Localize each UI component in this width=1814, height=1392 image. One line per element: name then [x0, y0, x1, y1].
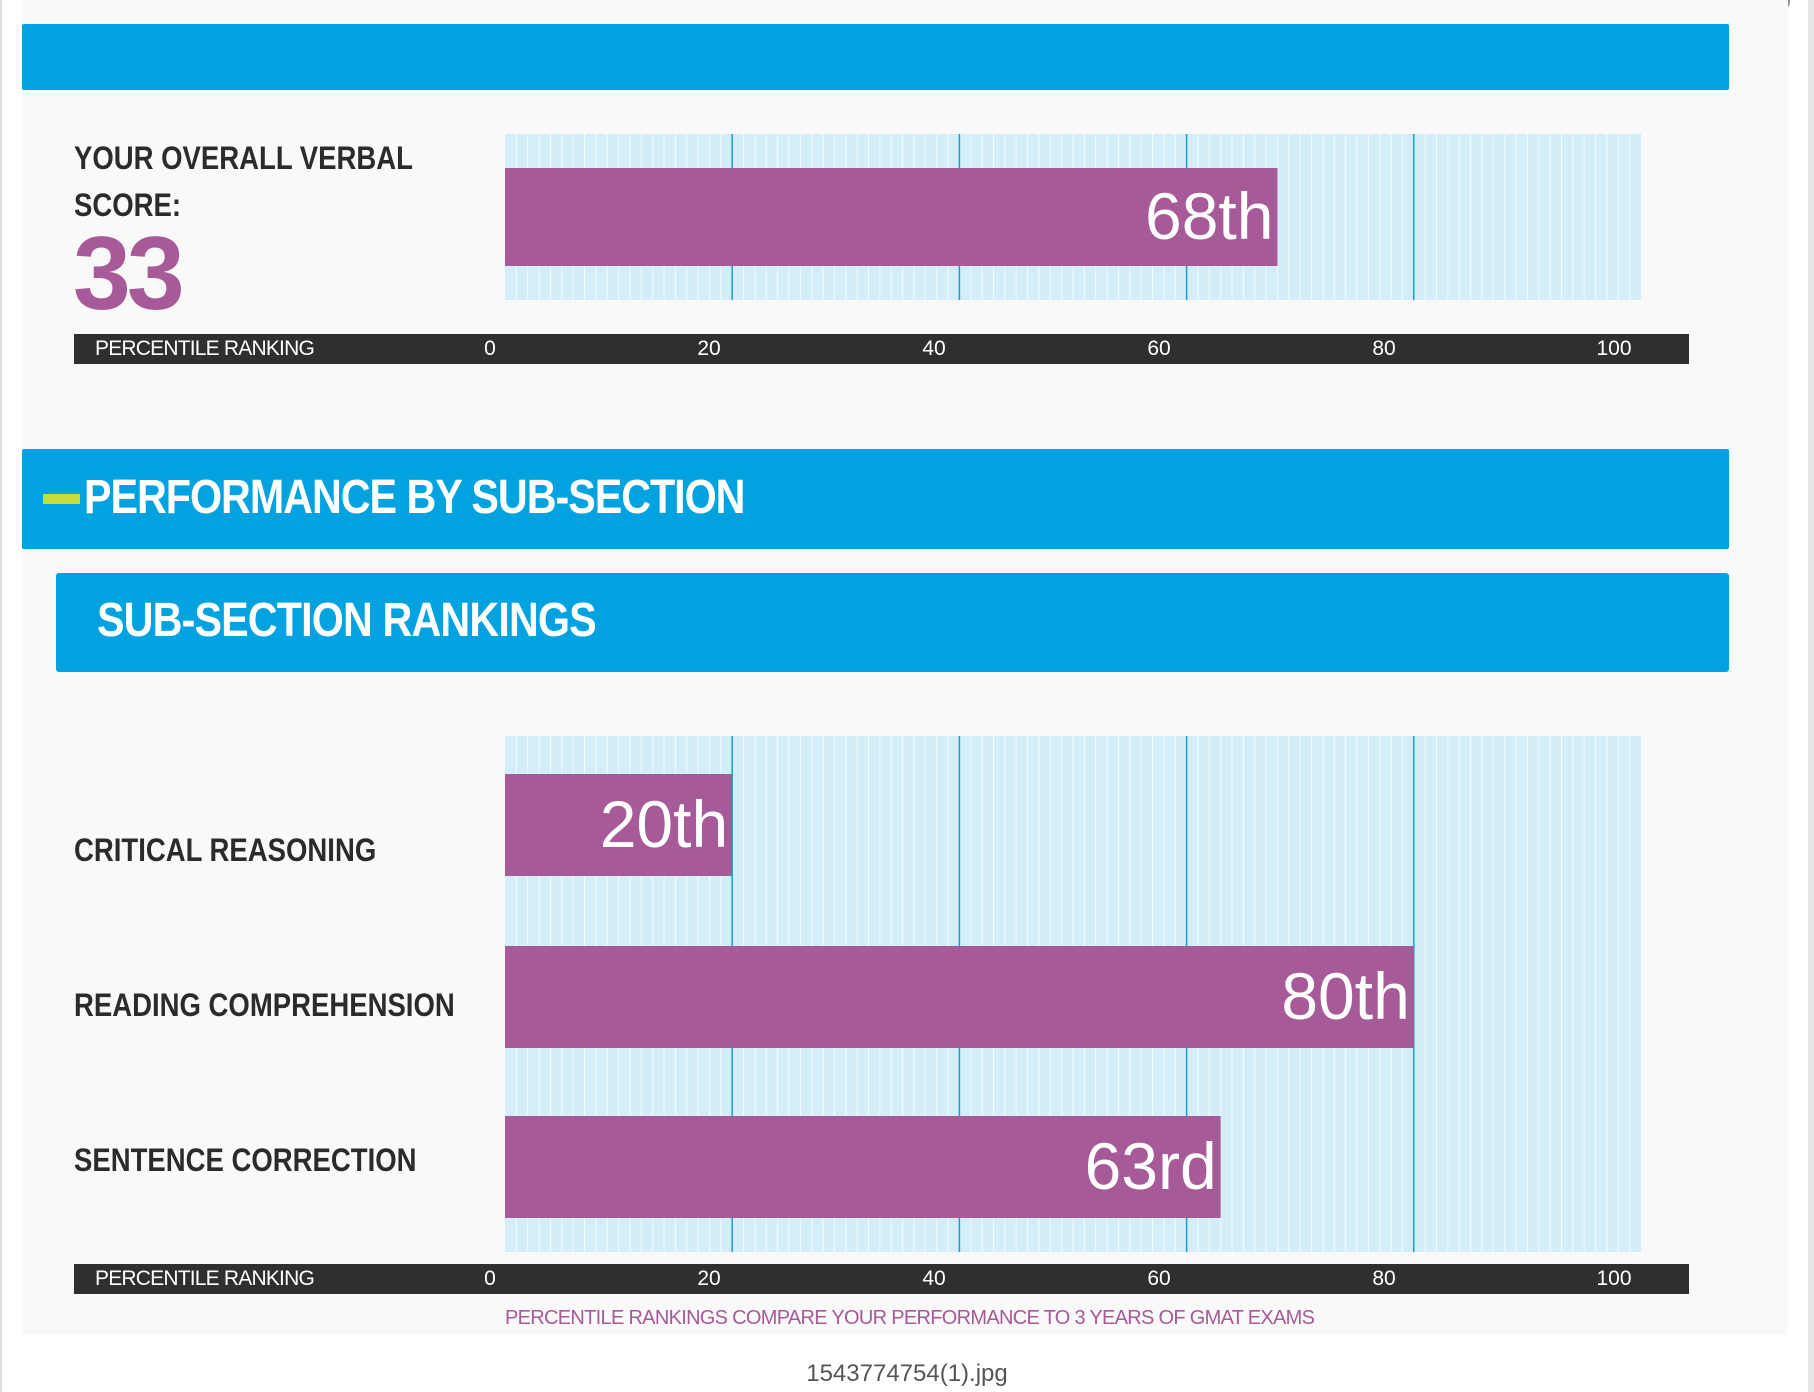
- collapse-dash-icon[interactable]: [43, 494, 80, 504]
- overall-score-label: YOUR OVERALL VERBAL SCORE:: [74, 135, 413, 229]
- overall-label-line2: SCORE:: [74, 187, 182, 223]
- tick-label: 40: [922, 1267, 946, 1290]
- bar-data-label: 63rd: [1085, 1129, 1217, 1203]
- image-filename: 1543774754(1).jpg: [806, 1360, 1008, 1387]
- tick-label: 0: [484, 337, 496, 360]
- rankings-section-header: [56, 573, 1729, 672]
- tick-label: 40: [922, 337, 946, 360]
- tick-label: 80: [1372, 337, 1396, 360]
- category-label-reading-comprehension: READING COMPREHENSION: [74, 987, 455, 1023]
- tick-label: 80: [1372, 1267, 1396, 1290]
- bar-data-label: 80th: [1281, 959, 1409, 1033]
- performance-section-header: [22, 449, 1729, 549]
- axis-title: PERCENTILE RANKING: [95, 1267, 315, 1290]
- axis-strip-overall: PERCENTILE RANKING 0 20 40 60 80 100: [74, 334, 1689, 364]
- rankings-title: SUB-SECTION RANKINGS: [97, 594, 597, 647]
- tick-label: 20: [697, 1267, 721, 1290]
- tick-label: 60: [1147, 1267, 1171, 1290]
- category-label-critical-reasoning: CRITICAL REASONING: [74, 832, 377, 868]
- footnote: PERCENTILE RANKINGS COMPARE YOUR PERFORM…: [505, 1307, 1315, 1329]
- bar: [505, 946, 1414, 1048]
- header-strip: [22, 24, 1729, 90]
- bar: [505, 168, 1278, 266]
- tick-label: 20: [697, 337, 721, 360]
- viewer-left-edge: [0, 0, 2, 1392]
- bar-data-label: 20th: [600, 787, 728, 861]
- performance-title: PERFORMANCE BY SUB-SECTION: [84, 471, 745, 524]
- overall-score-value: 33: [73, 216, 185, 332]
- axis-strip-subsection: PERCENTILE RANKING 0 20 40 60 80 100: [74, 1264, 1689, 1294]
- viewer-scrollbar[interactable]: [1808, 0, 1814, 1392]
- axis-title: PERCENTILE RANKING: [95, 337, 315, 360]
- overall-label-line1: YOUR OVERALL VERBAL: [74, 140, 413, 176]
- tick-label: 100: [1596, 1267, 1632, 1290]
- category-label-sentence-correction: SENTENCE CORRECTION: [74, 1142, 417, 1178]
- subsection-percentile-chart: 20th 80th 63rd: [505, 736, 1641, 1252]
- bar-data-label: 68th: [1145, 179, 1273, 253]
- tick-label: 60: [1147, 337, 1171, 360]
- overall-percentile-chart: 68th: [505, 134, 1641, 300]
- tick-label: 0: [484, 1267, 496, 1290]
- bar: [505, 774, 733, 876]
- tick-label: 100: [1596, 337, 1632, 360]
- bar: [505, 1116, 1221, 1218]
